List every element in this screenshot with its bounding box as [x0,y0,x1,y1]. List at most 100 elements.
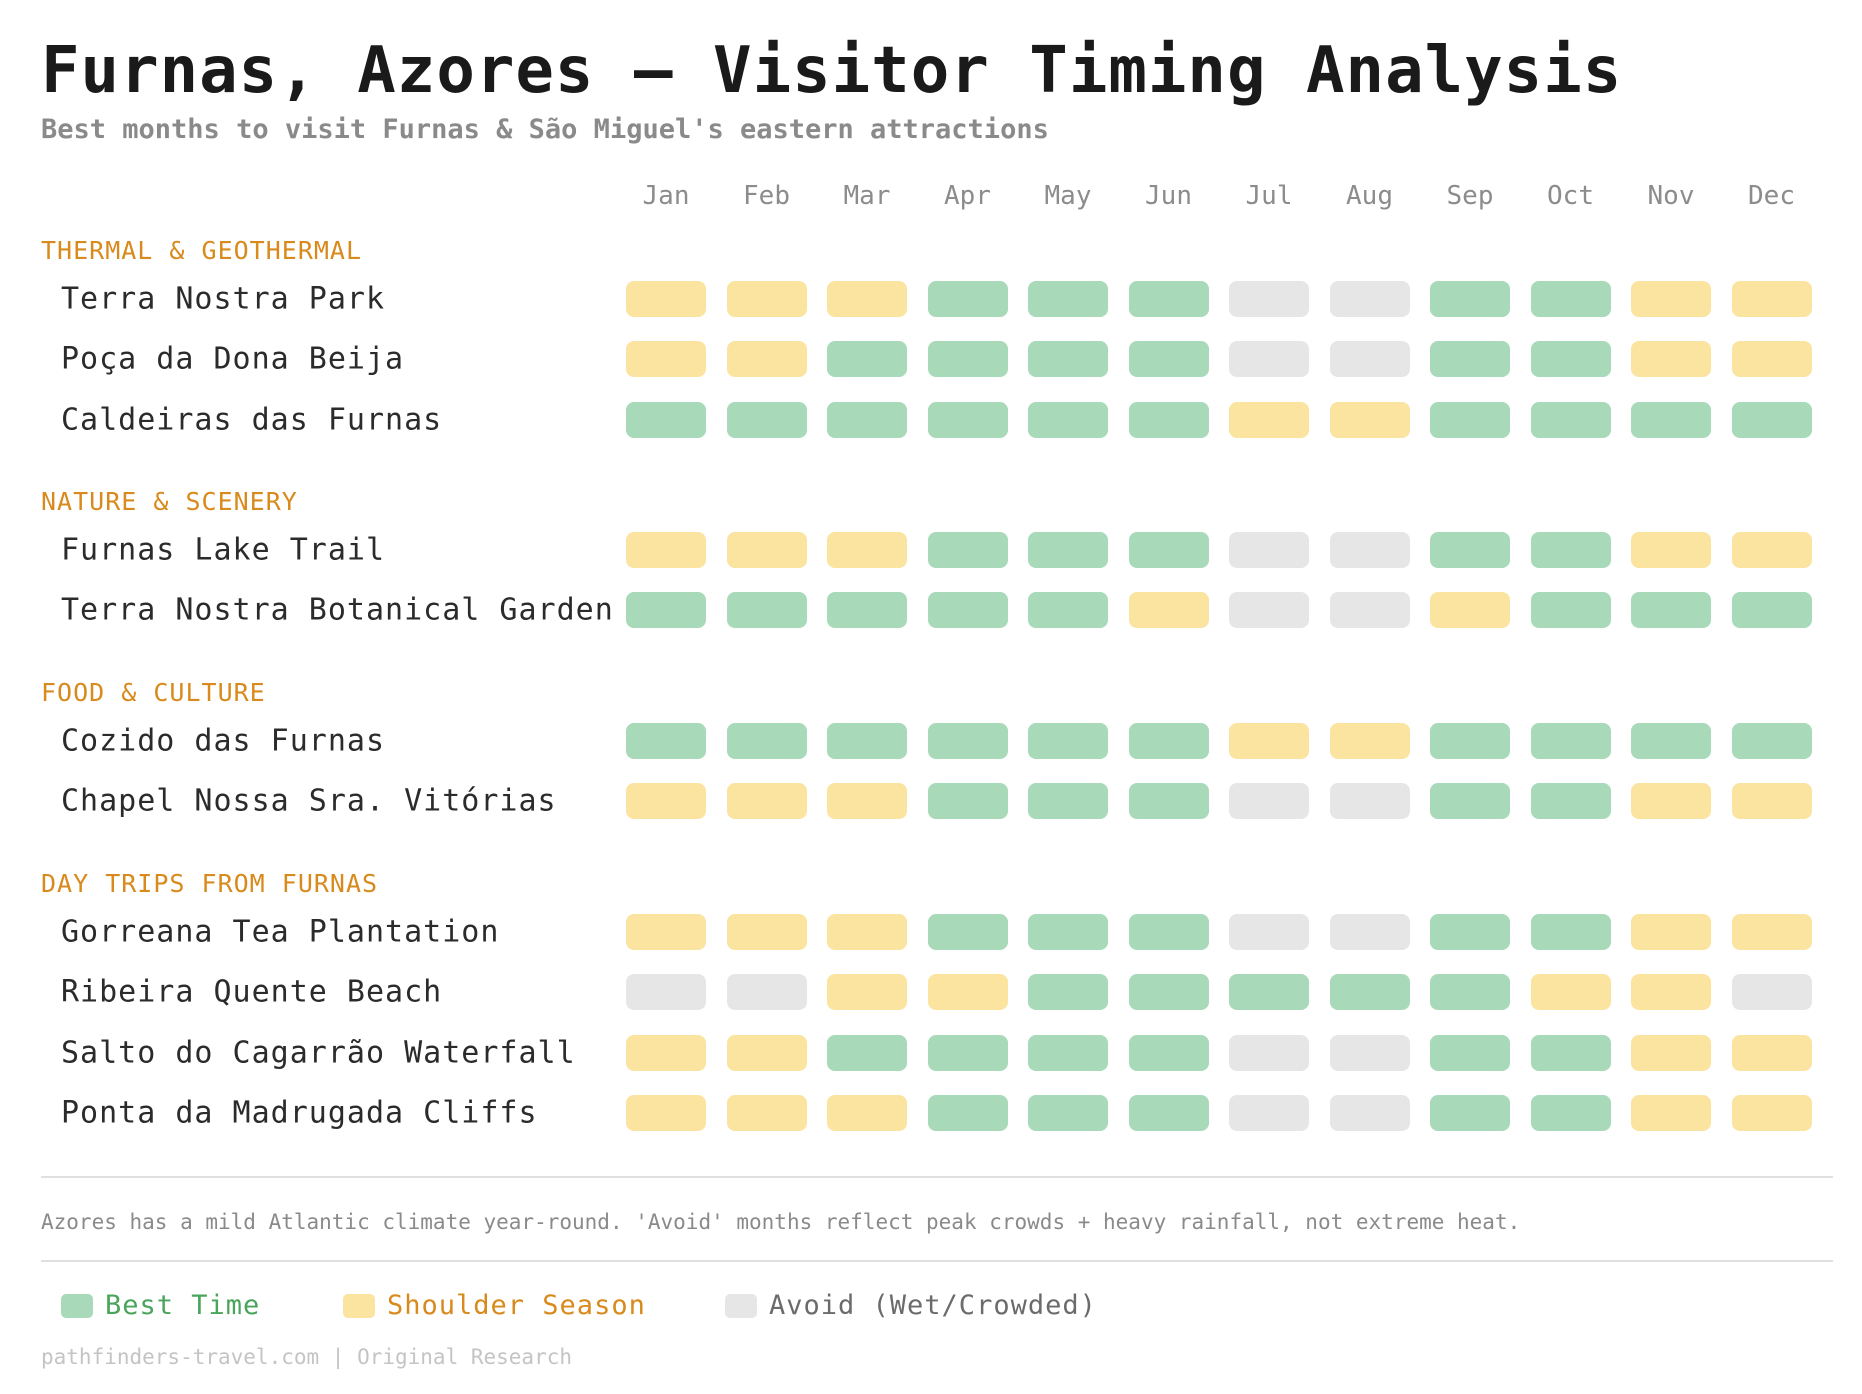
legend-item-best: Best Time [61,1290,260,1321]
timing-cell-best [1128,281,1209,317]
timing-cell-best [726,401,807,438]
timing-cell-best [726,592,807,629]
timing-cell-best [1430,1034,1510,1071]
timing-cell-best [927,1034,1008,1071]
month-label-dec: Dec [1748,181,1795,211]
timing-cell-shoulder [1731,1034,1812,1071]
timing-cell-avoid [1229,532,1309,568]
month-label-jul: Jul [1245,181,1293,211]
timing-cell-avoid [1329,1034,1410,1071]
category-header: NATURE & SCENERY [41,487,298,516]
timing-cell-avoid [1229,914,1309,950]
timing-cell-best [1631,592,1711,629]
divider-bottom [41,1260,1833,1262]
timing-cell-avoid [1329,783,1410,820]
attraction-label: Ponta da Madrugada Cliffs [61,1095,538,1131]
timing-cell-best [1430,1094,1510,1131]
timing-cell-shoulder [1229,401,1309,438]
category-header: DAY TRIPS FROM FURNAS [41,869,379,898]
timing-cell-best [1731,592,1812,629]
timing-cell-avoid [1329,1094,1410,1131]
timing-cell-shoulder [827,532,907,568]
timing-cell-best [927,341,1008,378]
timing-cell-best [1430,914,1510,950]
month-label-may: May [1044,181,1092,211]
timing-cell-best [1530,783,1611,820]
timing-cell-avoid [1229,281,1309,317]
timing-cell-shoulder [1631,914,1711,950]
timing-cell-best [1530,592,1611,629]
legend-label-avoid: Avoid (Wet/Crowded) [769,1290,1097,1321]
timing-cell-best [1128,401,1209,438]
timing-cell-best [626,592,706,629]
timing-cell-avoid [1329,532,1410,568]
legend-label-best: Best Time [105,1290,261,1321]
timing-cell-best [827,1034,907,1071]
timing-cell-best [626,401,706,438]
timing-cell-shoulder [1430,592,1510,629]
timing-cell-avoid [1329,341,1410,378]
timing-cell-shoulder [1731,532,1812,568]
timing-cell-shoulder [1530,974,1611,1011]
legend: Best Time Shoulder Season Avoid (Wet/Crowd… [0,1290,1862,1330]
timing-cell-shoulder [1631,341,1711,378]
timing-cell-shoulder [1631,281,1711,317]
timing-cell-shoulder [726,1094,807,1131]
timing-cell-shoulder [927,974,1008,1011]
timing-cell-best [927,532,1008,568]
chart-subtitle: Best months to visit Furnas & São Miguel… [41,114,1049,145]
timing-cell-best [726,723,807,759]
timing-cell-best [827,592,907,629]
timing-cell-shoulder [1128,592,1209,629]
attraction-label: Terra Nostra Park [61,281,386,317]
timing-cell-best [1028,592,1108,629]
timing-cell-shoulder [1329,723,1410,759]
timing-cell-avoid [1329,281,1410,317]
climate-note: Azores has a mild Atlantic climate year-… [41,1210,1521,1234]
timing-cell-shoulder [827,783,907,820]
timing-cell-best [1128,783,1209,820]
attraction-label: Poça da Dona Beija [61,341,405,377]
timing-cell-best [1430,532,1510,568]
timing-cell-best [1028,1094,1108,1131]
timing-cell-best [927,783,1008,820]
timing-cell-shoulder [1329,401,1410,438]
month-label-mar: Mar [843,181,891,211]
timing-cell-best [827,341,907,378]
timing-cell-best [927,281,1008,317]
timing-cell-avoid [626,974,706,1011]
timing-cell-avoid [1329,914,1410,950]
divider-top [41,1176,1833,1178]
timing-cell-best [1028,532,1108,568]
timing-cell-avoid [1229,592,1309,629]
timing-cell-best [927,401,1008,438]
attraction-label: Ribeira Quente Beach [61,974,443,1010]
timing-cell-best [927,723,1008,759]
timing-cell-avoid [1731,974,1812,1011]
attraction-label: Gorreana Tea Plantation [61,914,500,950]
month-label-oct: Oct [1547,181,1594,211]
month-label-sep: Sep [1446,181,1494,211]
timing-cell-best [1128,914,1209,950]
category-header: FOOD & CULTURE [41,678,266,707]
timing-cell-shoulder [626,783,706,820]
timing-cell-best [1530,532,1611,568]
timing-cell-best [1128,341,1209,378]
timing-cell-best [827,401,907,438]
timing-cell-best [626,723,706,759]
timing-cell-best [1128,1094,1209,1131]
attraction-label: Caldeiras das Furnas [61,402,443,438]
timing-cell-best [1430,974,1510,1011]
timing-cell-avoid [1229,341,1309,378]
timing-cell-avoid [1329,592,1410,629]
timing-cell-best [1128,1034,1209,1071]
timing-cell-shoulder [726,914,807,950]
timing-cell-best [1530,1034,1611,1071]
timing-cell-shoulder [726,341,807,378]
timing-cell-best [1028,974,1108,1011]
timing-cell-shoulder [726,1034,807,1071]
legend-label-shoulder: Shoulder Season [387,1290,646,1321]
timing-cell-best [1631,723,1711,759]
timing-cell-best [1128,974,1209,1011]
